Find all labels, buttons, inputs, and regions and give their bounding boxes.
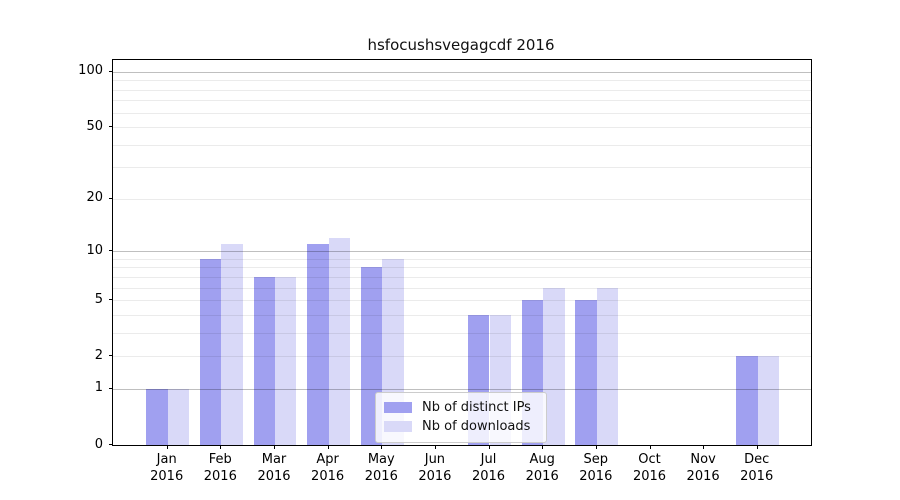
y-tick-mark-20: [109, 197, 113, 199]
x-tick-label-nov: Nov 2016: [663, 451, 743, 485]
y-tick-label-2: 2: [94, 347, 103, 363]
y-tick-label-5: 5: [94, 291, 103, 307]
y-tick-label-50: 50: [86, 118, 103, 134]
y-tick-mark-10: [109, 250, 113, 251]
x-tick-mark-sep: [595, 445, 597, 449]
x-tick-label-dec: Dec 2016: [717, 451, 797, 485]
legend-swatch-downloads: [384, 421, 412, 432]
x-tick-mark-jun: [434, 445, 436, 449]
y-tick-mark-100: [109, 70, 113, 72]
legend-label-downloads: Nb of downloads: [422, 419, 531, 434]
legend-item-distinct-ips: Nb of distinct IPs: [384, 398, 538, 417]
x-tick-mark-mar: [274, 445, 275, 449]
x-tick-label-jul: Jul 2016: [449, 451, 529, 485]
bar-distinct-ips-jan: [146, 388, 168, 445]
gridline-minor-60: [113, 112, 811, 114]
y-tick-mark-50: [109, 126, 113, 127]
gridline-minor-40: [113, 144, 811, 146]
x-tick-year: 2016: [579, 469, 613, 484]
bar-distinct-ips-dec: [736, 356, 758, 445]
x-tick-mark-nov: [703, 445, 705, 449]
gridline-major-100: [113, 71, 811, 73]
x-tick-month: Sep: [583, 452, 609, 467]
bar-downloads-mar: [275, 276, 297, 445]
bar-downloads-jan: [167, 388, 190, 445]
y-tick-label-0: 0: [94, 436, 103, 452]
legend: Nb of distinct IPs Nb of downloads: [375, 392, 547, 443]
x-tick-year: 2016: [632, 469, 667, 484]
x-tick-year: 2016: [203, 469, 237, 484]
y-tick-label-1: 1: [94, 380, 103, 396]
x-tick-year: 2016: [740, 469, 774, 484]
x-tick-month: Jun: [424, 452, 446, 467]
gridline-minor-70: [113, 100, 811, 102]
x-tick-mark-jan: [166, 445, 168, 449]
x-tick-year: 2016: [418, 469, 452, 484]
x-tick-month: Mar: [261, 452, 287, 467]
y-tick-mark-0: [109, 444, 113, 445]
legend-label-distinct-ips: Nb of distinct IPs: [422, 400, 531, 415]
x-tick-mark-may: [381, 445, 383, 449]
x-tick-month: Apr: [316, 452, 339, 467]
x-tick-mark-apr: [327, 445, 329, 449]
bar-downloads-feb: [221, 244, 243, 445]
x-tick-month: Jan: [156, 452, 177, 467]
gridline-minor-20: [113, 198, 811, 200]
x-tick-month: May: [367, 452, 395, 467]
x-tick-month: Dec: [744, 452, 770, 467]
x-tick-mark-jul: [488, 445, 490, 449]
x-tick-year: 2016: [257, 469, 291, 484]
x-tick-year: 2016: [150, 469, 184, 484]
legend-item-downloads: Nb of downloads: [384, 417, 538, 436]
x-tick-label-jan: Jan 2016: [127, 451, 207, 485]
gridline-minor-30: [113, 167, 811, 169]
bar-distinct-ips-sep: [575, 300, 597, 445]
x-tick-year: 2016: [686, 469, 720, 484]
x-tick-label-jun: Jun 2016: [395, 451, 475, 485]
x-tick-month: Nov: [690, 452, 716, 467]
plot-area: [112, 59, 812, 446]
x-tick-label-sep: Sep 2016: [556, 451, 636, 485]
legend-swatch-distinct-ips: [384, 402, 412, 413]
bar-distinct-ips-feb: [199, 258, 222, 445]
x-tick-label-may: May 2016: [341, 451, 421, 485]
x-tick-label-feb: Feb 2016: [180, 451, 260, 485]
bar-downloads-dec: [757, 356, 780, 445]
y-tick-mark-5: [109, 299, 113, 301]
y-tick-mark-2: [109, 355, 113, 357]
gridline-minor-50: [113, 127, 811, 128]
x-tick-mark-dec: [756, 445, 758, 449]
x-tick-mark-feb: [220, 445, 222, 449]
gridline-minor-80: [113, 89, 811, 91]
x-tick-year: 2016: [471, 469, 506, 484]
chart-title: hsfocushsvegagcdf 2016: [367, 36, 555, 54]
gridline-minor-90: [113, 80, 811, 82]
x-tick-label-oct: Oct 2016: [610, 451, 690, 485]
y-tick-mark-1: [109, 387, 113, 389]
y-tick-label-10: 10: [86, 242, 103, 258]
x-tick-year: 2016: [311, 469, 345, 484]
bar-downloads-aug: [543, 287, 565, 445]
x-tick-mark-oct: [649, 445, 651, 449]
x-tick-month: Aug: [529, 452, 555, 467]
gridline-major-10: [113, 251, 811, 252]
x-tick-label-aug: Aug 2016: [502, 451, 582, 485]
bar-distinct-ips-apr: [307, 244, 329, 445]
y-tick-label-100: 100: [78, 63, 103, 79]
x-tick-mark-aug: [542, 445, 544, 449]
x-tick-month: Oct: [638, 452, 661, 467]
x-tick-year: 2016: [364, 469, 398, 484]
bar-distinct-ips-mar: [253, 276, 275, 445]
x-tick-year: 2016: [525, 469, 559, 484]
x-tick-month: Feb: [208, 452, 232, 467]
x-tick-month: Jul: [480, 452, 497, 467]
x-tick-label-mar: Mar 2016: [234, 451, 314, 485]
y-tick-label-20: 20: [86, 190, 103, 206]
x-tick-label-apr: Apr 2016: [288, 451, 368, 485]
bar-downloads-sep: [596, 287, 619, 445]
bar-downloads-apr: [328, 237, 350, 445]
